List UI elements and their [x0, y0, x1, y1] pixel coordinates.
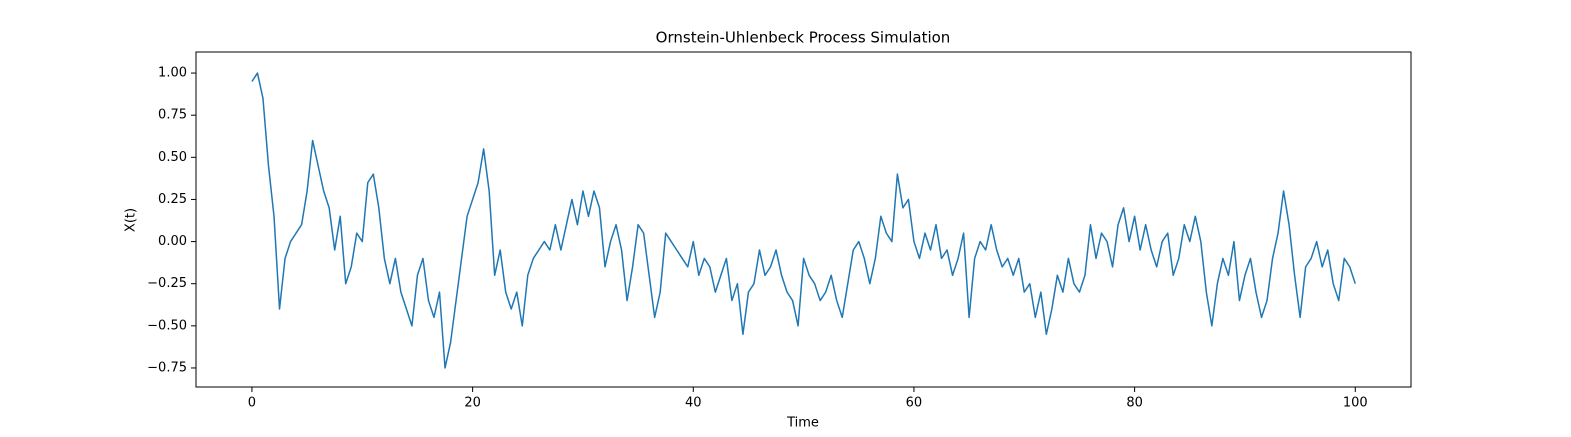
- x-tick-label: 60: [906, 396, 923, 411]
- y-tick-label: −0.75: [147, 360, 187, 375]
- chart-title: Ornstein-Uhlenbeck Process Simulation: [656, 29, 951, 47]
- y-tick-label: −0.50: [147, 318, 187, 333]
- y-tick-label: 0.25: [158, 192, 187, 207]
- y-tick-label: 0.00: [158, 234, 187, 249]
- y-axis-label: X(t): [124, 208, 139, 232]
- y-tick-label: −0.25: [147, 276, 187, 291]
- data-line: [251, 72, 1356, 369]
- x-axis-label: Time: [786, 416, 819, 431]
- x-tick-label: 20: [464, 396, 481, 411]
- x-tick-label: 0: [248, 396, 256, 411]
- x-tick-label: 40: [685, 396, 702, 411]
- x-tick-label: 80: [1126, 396, 1143, 411]
- y-tick-label: 0.75: [158, 108, 187, 123]
- plot-frame: [195, 51, 1412, 388]
- y-tick-label: 1.00: [158, 66, 187, 81]
- y-tick-label: 0.50: [158, 150, 187, 165]
- x-tick-label: 100: [1343, 396, 1368, 411]
